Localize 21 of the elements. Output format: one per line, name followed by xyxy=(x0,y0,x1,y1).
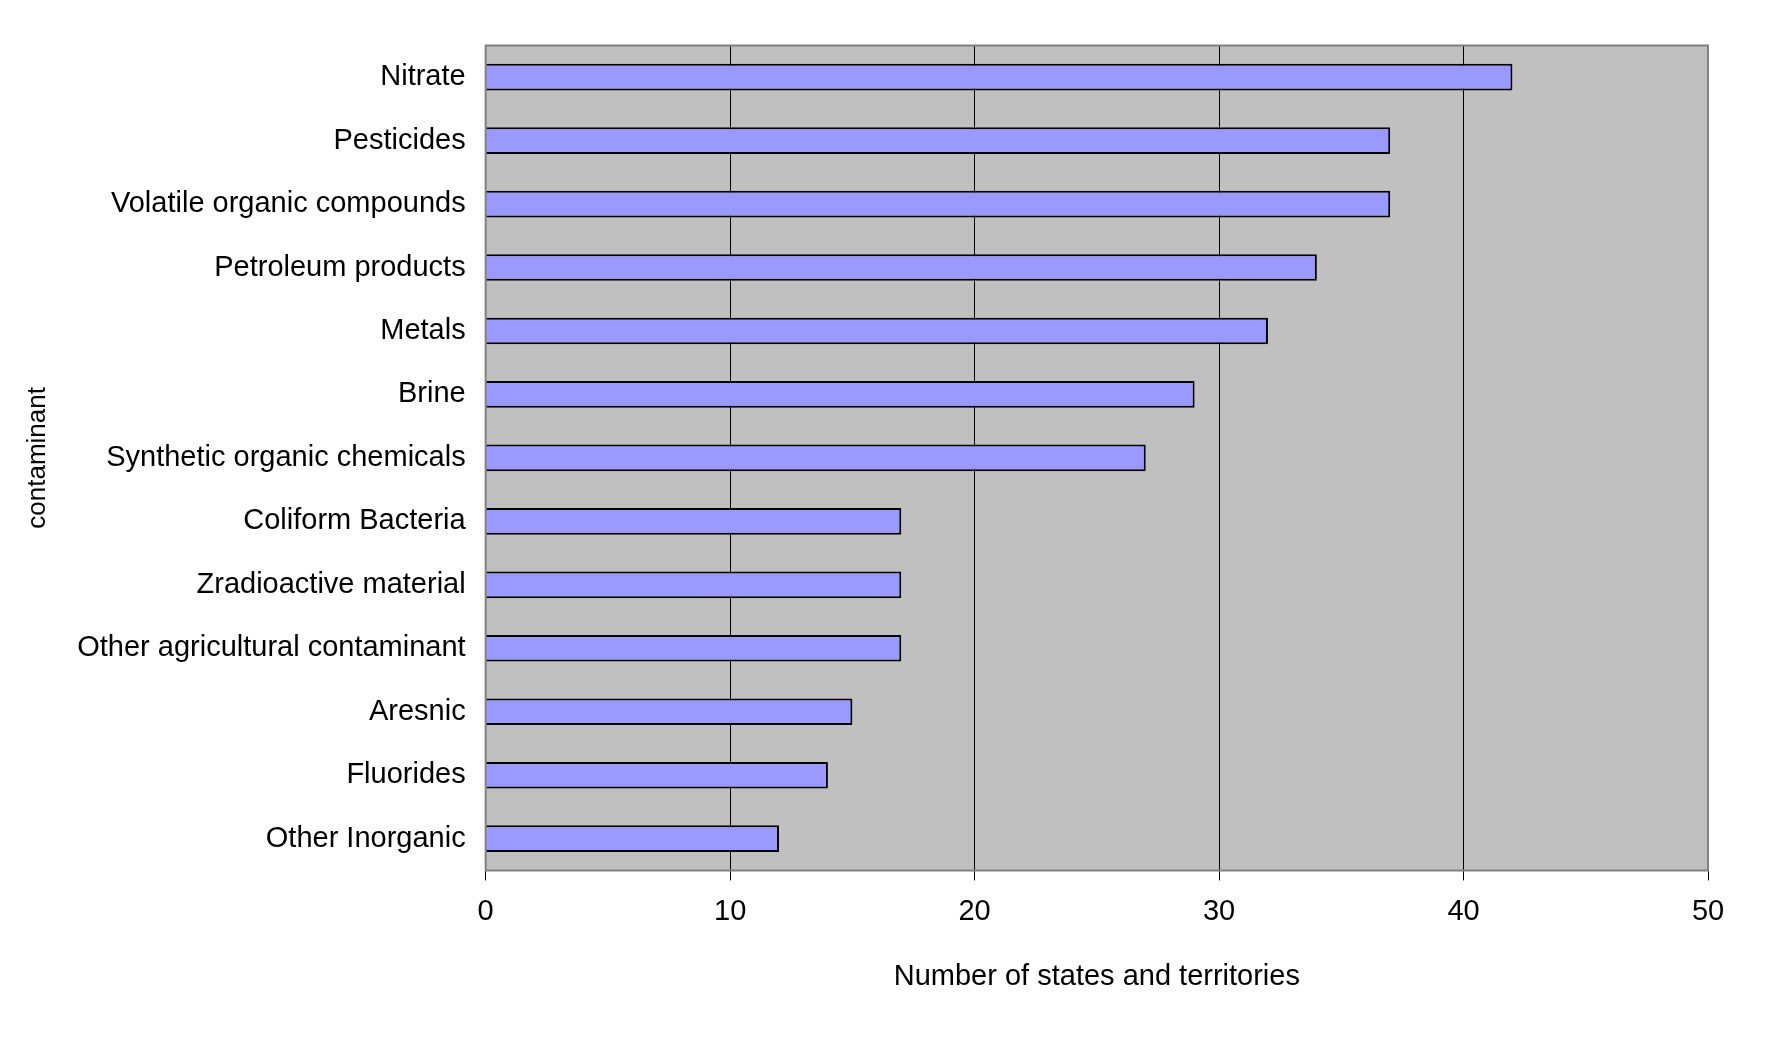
y-tick-label: Zradioactive material xyxy=(196,566,466,599)
x-tick-label: 0 xyxy=(477,893,494,926)
x-tick-label: 30 xyxy=(1202,893,1236,926)
x-axis-title: Number of states and territories xyxy=(893,958,1300,991)
y-tick-label: Brine xyxy=(397,376,466,409)
y-tick-label: Nitrate xyxy=(380,59,466,92)
x-tick-label: 40 xyxy=(1447,893,1480,926)
y-tick-label: Pesticides xyxy=(333,122,466,155)
y-tick-label: Volatile organic compounds xyxy=(111,186,466,219)
y-tick-label: Metals xyxy=(380,312,466,345)
x-tick-label: 20 xyxy=(958,893,991,926)
y-tick-label: Aresnic xyxy=(368,693,466,726)
y-axis-title: contaminant xyxy=(20,386,51,529)
x-tick-label: 10 xyxy=(714,893,747,926)
y-tick-label: Other agricultural contaminant xyxy=(77,630,466,663)
y-tick-label: Other Inorganic xyxy=(265,820,466,853)
x-tick-label: 50 xyxy=(1691,893,1725,926)
y-tick-label: Synthetic organic chemicals xyxy=(106,439,466,472)
y-tick-label: Petroleum products xyxy=(214,249,466,282)
y-tick-label: Coliform Bacteria xyxy=(243,503,467,536)
y-tick-label: Fluorides xyxy=(346,757,466,790)
